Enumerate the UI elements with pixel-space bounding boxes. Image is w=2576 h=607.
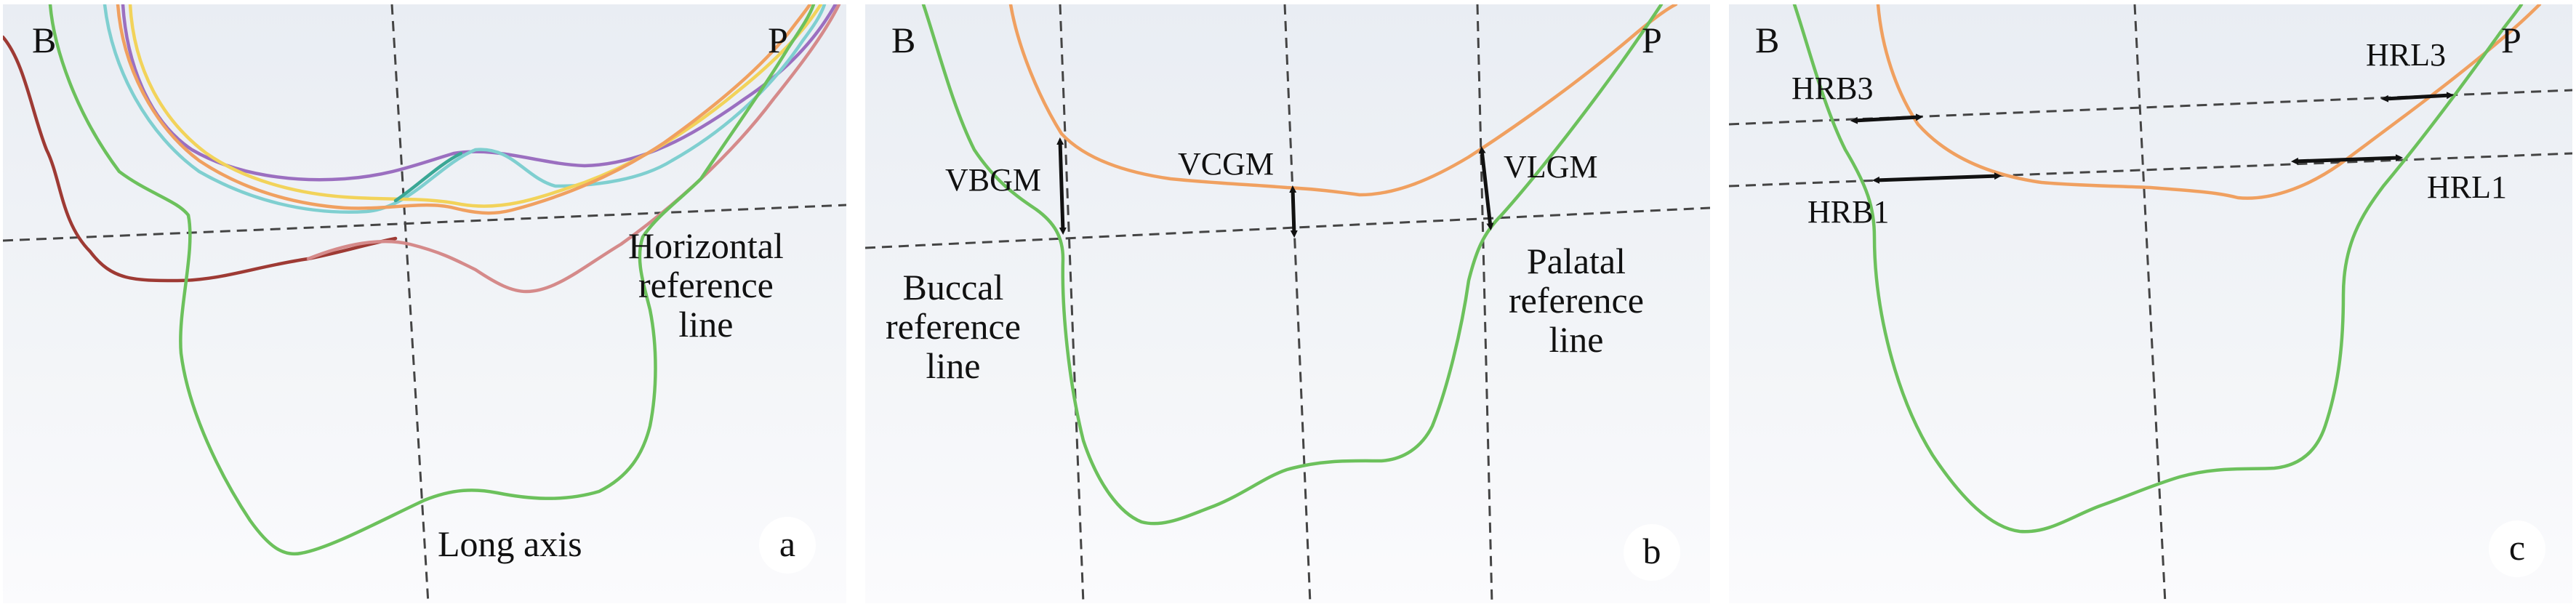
gingiva-contour xyxy=(1008,4,1678,197)
hrb3-arrow xyxy=(1850,113,1923,124)
palatal-label: P xyxy=(2501,20,2521,60)
panel-badge-b: b xyxy=(1624,524,1680,581)
pink-contour xyxy=(306,4,841,294)
hrl1-label: HRL1 xyxy=(2427,169,2507,205)
palatal-label: P xyxy=(1642,20,1662,60)
hrl1-arrow xyxy=(2291,154,2403,165)
panel-b-graphic xyxy=(865,4,1710,603)
hrl3-label: HRL3 xyxy=(2366,37,2446,73)
yellow-contour xyxy=(128,4,823,208)
teal-contour-segment xyxy=(393,151,463,203)
palatal-reference-line-label: Palatal reference line xyxy=(1509,241,1644,360)
panel-badge-c: c xyxy=(2489,520,2545,577)
palatal-label: P xyxy=(768,20,788,60)
gingiva-contour xyxy=(1876,4,2542,200)
bone-contour xyxy=(921,4,1664,526)
buccal-label: B xyxy=(891,20,916,60)
vbgm-arrow xyxy=(1056,137,1067,235)
central-reference-line xyxy=(1283,4,1312,603)
lower-horizontal-reference-line xyxy=(1729,152,2572,188)
horizontal-reference-line xyxy=(865,206,1710,249)
vcgm-label: VCGM xyxy=(1178,146,1275,182)
long-axis-line xyxy=(2133,4,2167,603)
vlgm-label: VLGM xyxy=(1504,149,1598,185)
panel-c: B P HRB3 HRB1 HRL3 HRL1 c xyxy=(1729,4,2572,603)
hrl3-arrow xyxy=(2381,92,2454,102)
palatal-reference-line xyxy=(1476,4,1493,603)
buccal-reference-line-label: Buccal reference line xyxy=(886,267,1021,386)
vlgm-arrow xyxy=(1478,146,1494,230)
long-axis-label: Long axis xyxy=(438,523,582,564)
buccal-label: B xyxy=(1755,20,1780,60)
panel-b: B P VBGM VCGM VLGM Buccal reference line… xyxy=(865,4,1710,603)
bone-contour xyxy=(1792,4,2524,534)
vbgm-label: VBGM xyxy=(945,162,1042,198)
horizontal-reference-line xyxy=(3,204,846,242)
bone-contour xyxy=(48,4,816,556)
panel-badge-a: a xyxy=(759,517,816,574)
purple-contour xyxy=(121,4,838,182)
vcgm-arrow xyxy=(1289,185,1298,238)
orange-contour xyxy=(116,4,812,215)
panel-a: B P Horizontal reference line Long axis … xyxy=(3,4,846,603)
buccal-label: B xyxy=(32,20,57,60)
panel-a-graphic xyxy=(3,4,846,603)
hrb1-arrow xyxy=(1872,172,2002,184)
horizontal-reference-line-label: Horizontal reference line xyxy=(628,225,784,345)
hrb3-label: HRB3 xyxy=(1791,71,1874,106)
panel-c-graphic xyxy=(1729,4,2572,603)
hrb1-label: HRB1 xyxy=(1807,194,1890,230)
